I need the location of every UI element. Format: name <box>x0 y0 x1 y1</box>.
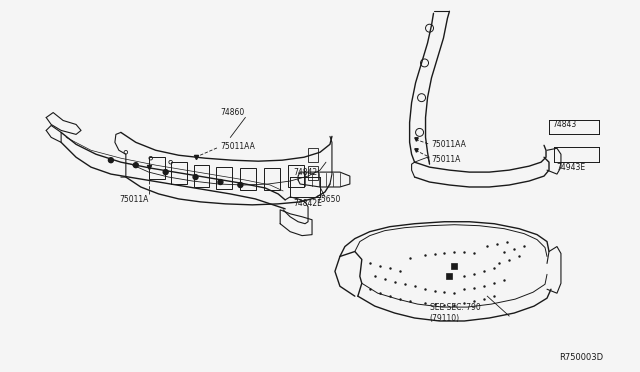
Bar <box>288 165 304 187</box>
Text: 74842: 74842 <box>293 168 317 177</box>
Text: R750003D: R750003D <box>559 353 603 362</box>
Bar <box>264 168 280 190</box>
Circle shape <box>218 180 223 185</box>
Bar <box>308 166 318 180</box>
Text: 75011A: 75011A <box>431 155 461 164</box>
Circle shape <box>108 158 113 163</box>
Bar <box>447 273 452 279</box>
Bar <box>241 168 256 190</box>
Circle shape <box>193 174 198 180</box>
Circle shape <box>238 183 243 187</box>
Bar <box>308 148 318 162</box>
Text: 75650: 75650 <box>316 195 340 204</box>
Bar <box>193 165 209 187</box>
Bar <box>216 167 232 189</box>
Text: 75011AA: 75011AA <box>220 142 255 151</box>
Text: 74943E: 74943E <box>556 163 585 171</box>
Text: 75011AA: 75011AA <box>431 140 467 149</box>
Text: 74860: 74860 <box>220 108 244 117</box>
Text: SEE SEC. 790
(79110): SEE SEC. 790 (79110) <box>429 303 480 323</box>
Text: 75011A: 75011A <box>119 195 148 204</box>
Circle shape <box>163 170 168 174</box>
Text: 74843: 74843 <box>552 120 576 129</box>
Circle shape <box>133 163 138 168</box>
Bar <box>171 162 187 184</box>
Bar <box>148 157 164 179</box>
Text: 74842E: 74842E <box>293 199 322 208</box>
Bar <box>451 263 458 269</box>
